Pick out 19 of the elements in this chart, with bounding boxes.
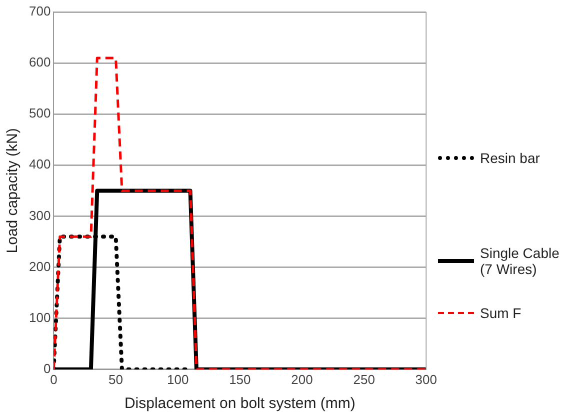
x-tick-label: 100 [166, 372, 189, 387]
y-tick-label: 700 [28, 4, 51, 19]
x-tick-label: 150 [229, 372, 251, 387]
legend-label: Resin bar [480, 150, 541, 166]
y-tick-label: 300 [28, 208, 51, 223]
y-tick-label: 100 [28, 310, 51, 325]
legend-label: Single Cable (7 Wires) [480, 245, 560, 277]
y-tick-label: 500 [28, 106, 51, 121]
x-tick-label: 300 [415, 372, 438, 387]
y-axis-title: Load capacity (kN) [4, 128, 22, 254]
y-tick-label: 200 [28, 258, 51, 274]
x-tick-label: 250 [353, 372, 375, 387]
y-tick-label: 400 [28, 156, 51, 172]
x-axis-title: Displacement on bolt system (mm) [124, 395, 356, 412]
y-tick-label: 600 [28, 54, 51, 70]
legend-label: Sum F [480, 305, 522, 321]
y-tick-label: 0 [43, 360, 51, 376]
x-tick-label: 50 [108, 372, 123, 387]
x-tick-label: 200 [291, 372, 313, 387]
